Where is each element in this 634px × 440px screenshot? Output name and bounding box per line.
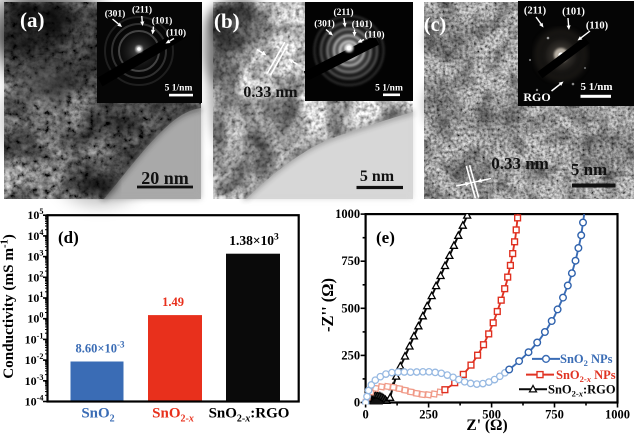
svg-text:250: 250 bbox=[341, 348, 360, 362]
svg-text:Conductivity (mS m-1): Conductivity (mS m-1) bbox=[0, 234, 17, 379]
svg-text:RGO: RGO bbox=[523, 90, 550, 104]
svg-text:(211): (211) bbox=[524, 6, 547, 17]
svg-text:750: 750 bbox=[545, 408, 564, 422]
svg-text:20 nm: 20 nm bbox=[141, 168, 189, 188]
svg-text:(211): (211) bbox=[132, 5, 152, 16]
svg-text:(e): (e) bbox=[376, 228, 395, 247]
svg-text:500: 500 bbox=[341, 301, 360, 315]
svg-text:5 nm: 5 nm bbox=[571, 160, 607, 179]
svg-text:250: 250 bbox=[419, 408, 438, 422]
svg-text:5 1/nm: 5 1/nm bbox=[580, 81, 612, 93]
svg-text:-Z'' (Ω): -Z'' (Ω) bbox=[318, 278, 337, 332]
svg-text:1000: 1000 bbox=[605, 408, 630, 422]
svg-text:0: 0 bbox=[362, 408, 368, 422]
svg-text:5 1/nm: 5 1/nm bbox=[165, 84, 193, 94]
svg-text:0: 0 bbox=[354, 396, 360, 410]
svg-text:(110): (110) bbox=[166, 28, 186, 39]
svg-text:5 nm: 5 nm bbox=[360, 168, 395, 185]
svg-text:0.33 nm: 0.33 nm bbox=[491, 154, 549, 173]
svg-text:(101): (101) bbox=[562, 7, 585, 18]
svg-text:(101): (101) bbox=[352, 19, 373, 30]
svg-text:1.38×103: 1.38×103 bbox=[229, 233, 279, 249]
svg-text:(a): (a) bbox=[20, 8, 45, 32]
svg-text:(110): (110) bbox=[586, 21, 609, 32]
svg-text:Z' (Ω): Z' (Ω) bbox=[466, 417, 507, 434]
svg-text:(b): (b) bbox=[214, 9, 240, 33]
svg-text:(301): (301) bbox=[105, 9, 126, 20]
svg-text:5 1/nm: 5 1/nm bbox=[375, 84, 403, 94]
svg-text:750: 750 bbox=[341, 254, 360, 268]
svg-text:(c): (c) bbox=[424, 14, 446, 36]
svg-text:1000: 1000 bbox=[335, 207, 360, 221]
svg-text:1.49: 1.49 bbox=[162, 295, 184, 309]
svg-text:(101): (101) bbox=[152, 16, 173, 27]
svg-text:(211): (211) bbox=[333, 7, 353, 18]
svg-text:(301): (301) bbox=[314, 19, 335, 30]
svg-text:(110): (110) bbox=[364, 30, 384, 41]
svg-text:(d): (d) bbox=[58, 228, 79, 247]
svg-text:0.33 nm: 0.33 nm bbox=[243, 84, 298, 101]
